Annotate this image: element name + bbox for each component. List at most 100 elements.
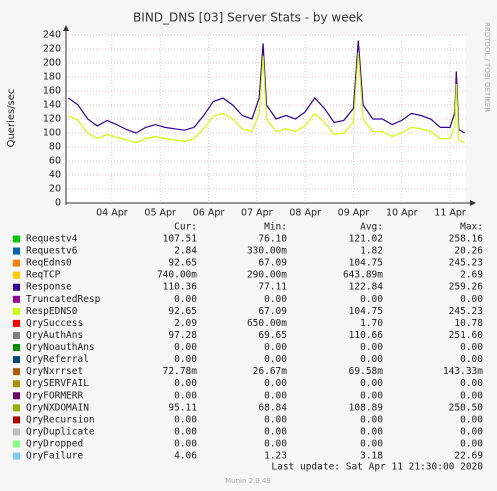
y-tick-label: 120 <box>43 114 61 125</box>
legend-label: QryDuplicate <box>26 426 95 437</box>
last-update: Last update: Sat Apr 11 21:30:00 2020 <box>271 462 483 473</box>
legend-stat: 68.84 <box>258 402 287 413</box>
legend-stat: 0.00 <box>174 294 197 305</box>
legend-stat: 69.65 <box>258 330 287 341</box>
legend-stat: 740.00m <box>157 270 197 281</box>
legend-label: QryAuthAns <box>26 330 83 341</box>
legend-stat: 20.26 <box>454 246 483 257</box>
legend-stat: 258.16 <box>449 234 484 245</box>
legend-stat: 0.00 <box>460 439 483 450</box>
legend-column-header: Min: <box>264 222 287 233</box>
legend-stat: 330.00m <box>247 246 287 257</box>
y-tick-label: 80 <box>49 142 61 153</box>
legend-stat: 67.09 <box>258 258 287 269</box>
legend-swatch <box>13 283 20 291</box>
legend-swatch <box>13 356 20 364</box>
legend-stat: 2.84 <box>174 246 197 257</box>
legend-stat: 4.06 <box>174 451 197 462</box>
legend-column-header: Cur: <box>174 222 197 233</box>
legend-swatch <box>13 235 20 243</box>
legend-swatch <box>13 392 20 400</box>
legend-stat: 77.11 <box>258 282 287 293</box>
legend-swatch <box>13 416 20 424</box>
legend-swatch <box>13 295 20 303</box>
legend-stat: 0.00 <box>460 390 483 401</box>
y-tick-label: 200 <box>43 58 61 69</box>
legend-column-header: Max: <box>460 222 483 233</box>
legend-swatch <box>13 259 20 267</box>
x-tick-label: 06 Apr <box>193 208 225 219</box>
legend-column-header: Avg: <box>360 222 383 233</box>
legend-stat: 92.65 <box>168 306 197 317</box>
legend-stat: 72.78m <box>163 366 198 377</box>
legend-stat: 0.00 <box>360 378 383 389</box>
legend-label: QrySERVFAIL <box>26 378 89 389</box>
x-tick-label: 05 Apr <box>144 208 176 219</box>
legend-stat: 0.00 <box>264 426 287 437</box>
legend-stat: 0.00 <box>174 426 197 437</box>
legend-stat: 0.00 <box>264 378 287 389</box>
legend-label: ReqTCP <box>26 270 61 281</box>
legend-label: QryFailure <box>26 451 83 462</box>
legend-stat: 97.28 <box>168 330 197 341</box>
legend-stat: 290.00m <box>247 270 287 281</box>
legend-label: Requestv6 <box>26 246 78 257</box>
legend-stat: 76.10 <box>258 234 287 245</box>
footer: Munin 2.0.49 <box>225 477 271 485</box>
legend-swatch <box>13 307 20 315</box>
legend-label: QryNxrrset <box>26 366 83 377</box>
side-note: RRDTOOL / TOBI OETIKER <box>483 22 491 112</box>
legend-stat: 0.00 <box>360 390 383 401</box>
legend-stat: 104.75 <box>349 306 383 317</box>
series-line <box>68 40 465 134</box>
legend-stat: 250.50 <box>449 402 484 413</box>
legend-stat: 10.78 <box>454 318 483 329</box>
legend-stat: 0.00 <box>174 378 197 389</box>
legend-stat: 0.00 <box>264 439 287 450</box>
legend-stat: 95.11 <box>168 402 197 413</box>
lines <box>68 40 465 144</box>
legend-label: QryNoauthAns <box>26 342 95 353</box>
legend-label: QryReferral <box>26 354 89 365</box>
y-tick-label: 140 <box>43 100 61 111</box>
y-tick-label: 100 <box>43 128 61 139</box>
legend-stat: 0.00 <box>174 390 197 401</box>
legend-label: QryNXDOMAIN <box>26 402 89 413</box>
legend-label: ReqEdns0 <box>26 258 72 269</box>
legend-stat: 0.00 <box>174 439 197 450</box>
legend: Cur: Min: Avg: Max: Requestv4 107.51 76.10 121.… <box>13 222 483 462</box>
legend-swatch <box>13 344 20 352</box>
legend-stat: 0.00 <box>264 390 287 401</box>
legend-stat: 259.26 <box>449 282 484 293</box>
legend-label: Requestv4 <box>26 234 78 245</box>
y-tick-label: 160 <box>43 86 61 97</box>
legend-label: Response <box>26 282 72 293</box>
legend-swatch <box>13 368 20 376</box>
legend-swatch <box>13 271 20 279</box>
legend-stat: 1.70 <box>360 318 383 329</box>
legend-stat: 67.09 <box>258 306 287 317</box>
legend-stat: 0.00 <box>460 342 483 353</box>
x-tick-label: 11 Apr <box>434 208 466 219</box>
legend-swatch <box>13 452 20 460</box>
x-tick-label: 07 Apr <box>241 208 273 219</box>
legend-stat: 245.23 <box>449 306 483 317</box>
x-tick-label: 04 Apr <box>96 208 128 219</box>
legend-stat: 0.00 <box>360 426 383 437</box>
legend-swatch <box>13 319 20 327</box>
y-tick-label: 0 <box>55 198 61 209</box>
legend-swatch <box>13 404 20 412</box>
legend-swatch <box>13 428 20 436</box>
legend-stat: 0.00 <box>360 294 383 305</box>
legend-swatch <box>13 331 20 339</box>
y-tick-label: 20 <box>49 184 61 195</box>
legend-stat: 107.51 <box>163 234 198 245</box>
x-tick-label: 09 Apr <box>338 208 370 219</box>
y-axis-label: Queries/sec <box>6 89 17 148</box>
legend-stat: 650.00m <box>247 318 287 329</box>
x-tick-label: 08 Apr <box>289 208 321 219</box>
legend-stat: 121.02 <box>349 234 383 245</box>
legend-label: QryRecursion <box>26 414 95 425</box>
legend-stat: 0.00 <box>264 294 287 305</box>
